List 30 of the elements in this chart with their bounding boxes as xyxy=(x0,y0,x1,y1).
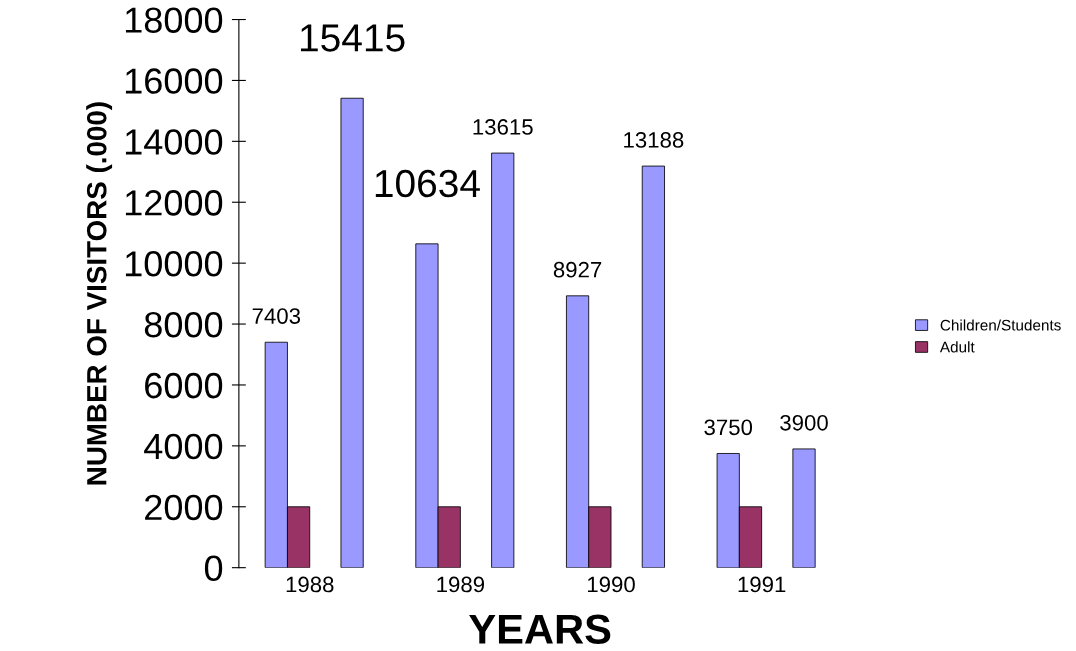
y-tick-label: 4000 xyxy=(144,433,223,460)
y-axis-title: NUMBER OF VISITORS (.000) xyxy=(86,102,113,485)
data-label: 13615 xyxy=(473,119,533,135)
legend-label: Children/Students xyxy=(940,319,1061,331)
x-axis-title: YEARS xyxy=(469,614,611,644)
bar xyxy=(340,97,364,568)
data-label: 8927 xyxy=(553,261,602,278)
bar xyxy=(792,448,816,568)
y-tick-label: 0 xyxy=(204,555,223,582)
y-tick-label: 16000 xyxy=(125,68,223,94)
legend-label: Adult xyxy=(939,341,975,353)
x-tick-label: 1989 xyxy=(437,576,485,593)
y-tick-label: 6000 xyxy=(145,372,223,399)
data-label: 10634 xyxy=(375,169,480,198)
bar xyxy=(641,165,665,568)
y-tick-label: 2000 xyxy=(145,494,223,521)
y-tick-label: 14000 xyxy=(125,129,223,155)
x-tick-label: 1990 xyxy=(587,576,635,593)
bar xyxy=(491,152,515,568)
data-label: 3750 xyxy=(704,419,753,436)
y-tick-label: 8000 xyxy=(144,311,223,338)
x-tick-label: 1988 xyxy=(286,576,334,593)
y-tick-label: 10000 xyxy=(125,251,223,277)
x-tick-label: 1991 xyxy=(738,576,786,593)
data-label: 15415 xyxy=(300,24,405,52)
y-tick-label: 18000 xyxy=(125,7,223,33)
data-label: 13188 xyxy=(624,132,684,148)
data-label: 3900 xyxy=(780,414,828,431)
y-tick-label: 12000 xyxy=(125,190,223,216)
data-label: 7403 xyxy=(252,308,301,324)
